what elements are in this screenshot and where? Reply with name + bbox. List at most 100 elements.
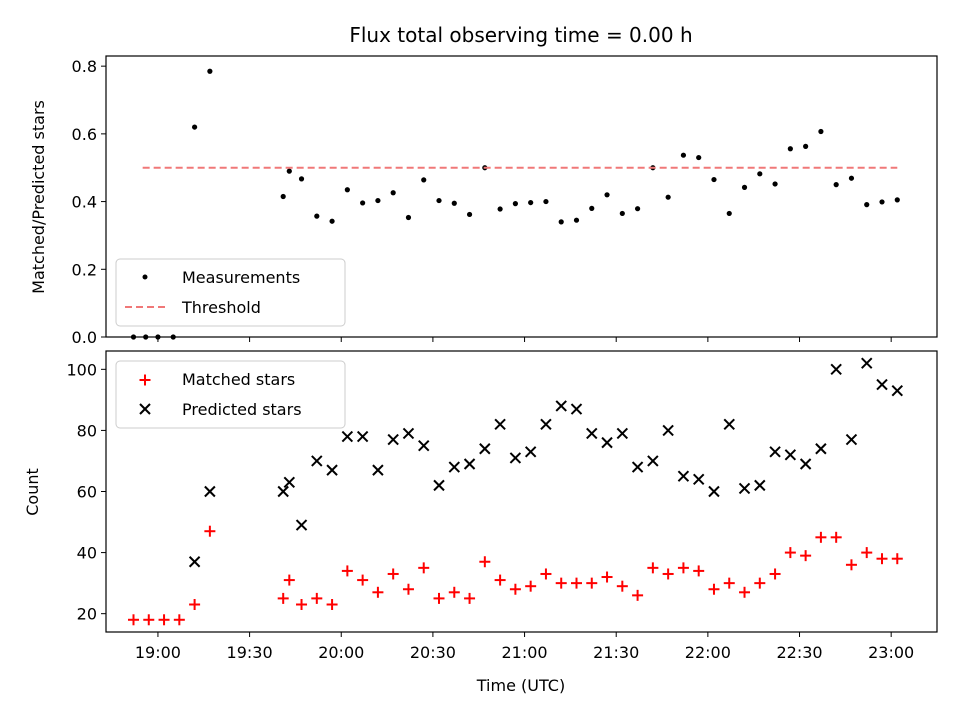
- bottom-y-tick-label: 80: [77, 421, 97, 440]
- measurements-point: [787, 146, 793, 152]
- matched-stars-point: [173, 614, 185, 626]
- matched-stars-point: [357, 574, 369, 586]
- predicted-stars-point: [601, 436, 613, 449]
- measurements-point: [360, 200, 366, 206]
- measurements-point: [894, 197, 900, 203]
- matched-stars-point: [494, 574, 506, 586]
- measurements-point: [696, 154, 702, 161]
- predicted-stars-point: [769, 446, 781, 458]
- legend-marker-predicted-stars: [139, 403, 151, 415]
- bottom-y-tick-label: 20: [77, 605, 97, 624]
- matched-stars-point: [555, 577, 567, 589]
- matched-stars-point: [509, 583, 521, 595]
- bottom-y-tick-label: 100: [66, 360, 97, 379]
- matched-stars-point: [387, 568, 399, 580]
- matched-stars-point: [464, 592, 476, 604]
- legend-label-matched-stars: Matched stars: [182, 370, 295, 389]
- matched-stars-point: [830, 531, 842, 543]
- measurements-point: [466, 211, 473, 218]
- measurements-point: [286, 168, 292, 174]
- bottom-y-tick-label: 60: [77, 483, 97, 502]
- measurements-point: [405, 214, 412, 221]
- measurements-point: [314, 213, 320, 219]
- predicted-stars-point: [815, 443, 827, 455]
- predicted-stars-point: [677, 470, 690, 482]
- measurements-point: [280, 193, 286, 200]
- matched-stars-point: [433, 592, 445, 604]
- matched-stars-point: [769, 568, 781, 580]
- bottom-x-tick-label: 22:00: [685, 643, 731, 662]
- matched-stars-point: [277, 592, 289, 604]
- matched-stars-point: [784, 547, 796, 559]
- top-y-tick-label: 0.4: [72, 193, 97, 212]
- measurements-point: [155, 334, 161, 340]
- matched-stars-point: [540, 568, 552, 580]
- matched-stars-point: [158, 614, 170, 626]
- predicted-stars-point: [463, 458, 476, 470]
- measurements-point: [528, 199, 534, 206]
- measurements-point: [818, 128, 824, 135]
- measurements-point: [512, 201, 518, 207]
- measurements-point: [589, 205, 595, 211]
- predicted-stars-point: [891, 384, 903, 397]
- predicted-stars-point: [479, 443, 491, 455]
- measurements-point: [711, 176, 717, 183]
- predicted-stars-point: [433, 479, 445, 492]
- predicted-stars-point: [723, 418, 735, 431]
- matched-stars-point: [693, 565, 705, 577]
- legend-label-measurements: Measurements: [182, 268, 300, 287]
- matched-stars-point: [677, 562, 689, 574]
- predicted-stars-point: [188, 556, 201, 568]
- matched-stars-point: [861, 547, 873, 559]
- measurements-point: [680, 152, 687, 158]
- predicted-stars-point: [295, 519, 308, 531]
- predicted-stars-point: [540, 418, 552, 431]
- predicted-stars-point: [494, 418, 506, 431]
- predicted-stars-point: [784, 449, 797, 461]
- top-y-axis-label: Matched/Predicted stars: [29, 100, 48, 294]
- legend-label-threshold: Threshold: [181, 298, 261, 317]
- matched-stars-point: [448, 586, 460, 598]
- measurements-point: [634, 206, 641, 212]
- measurements-point: [741, 184, 748, 190]
- bottom-x-tick-label: 19:00: [135, 643, 181, 662]
- measurements-point: [604, 192, 610, 198]
- matched-stars-point: [204, 525, 216, 537]
- measurements-point: [497, 206, 503, 212]
- predicted-stars-point: [861, 357, 873, 369]
- bottom-x-axis: 19:00 19:30 20:00 20:30 21:00 21:30 22:00 22:30…: [135, 632, 914, 662]
- measurements-point: [451, 200, 457, 206]
- legend-marker-matched-stars: [139, 374, 151, 386]
- matched-stars-point: [570, 577, 582, 589]
- measurements-point: [665, 194, 671, 200]
- matched-stars-point: [127, 614, 139, 626]
- matched-stars-point: [647, 562, 659, 574]
- measurements-point: [757, 171, 763, 177]
- predicted-stars-point: [662, 424, 674, 437]
- bottom-y-tick-label: 40: [77, 544, 97, 563]
- predicted-stars-point: [738, 482, 751, 495]
- measurements-point: [344, 187, 350, 193]
- predicted-stars-point: [277, 485, 289, 498]
- top-y-tick-label: 0.0: [72, 328, 97, 347]
- measurements-point: [298, 176, 305, 182]
- predicted-stars-point: [647, 455, 659, 467]
- predicted-stars-point: [692, 473, 705, 485]
- predicted-stars-point: [830, 363, 842, 376]
- top-plot-frame: [105, 55, 938, 338]
- predicted-stars-point: [708, 485, 720, 498]
- matched-stars-point: [402, 583, 414, 595]
- bottom-legend-frame: [115, 360, 346, 429]
- measurements-point: [143, 334, 149, 340]
- measurements-point: [191, 124, 198, 130]
- matched-stars-point: [525, 580, 537, 592]
- predicted-stars-point: [341, 430, 354, 443]
- measurements-point: [170, 334, 176, 340]
- top-y-tick-label: 0.8: [72, 57, 97, 76]
- legend-label-predicted-stars: Predicted stars: [182, 400, 302, 419]
- measurements-point: [329, 218, 335, 224]
- predicted-stars-point: [448, 461, 460, 473]
- legend-marker-measurements: [142, 274, 148, 280]
